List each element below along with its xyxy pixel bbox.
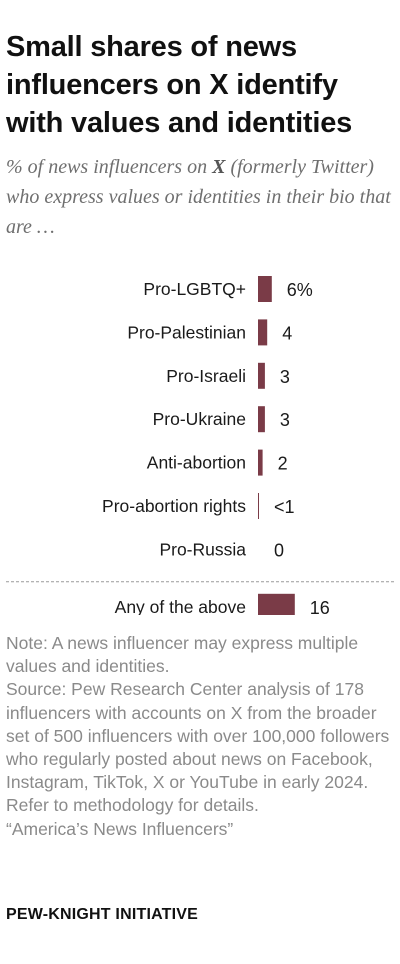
bar-pro-abortion-rights <box>258 493 259 519</box>
bar-pro-lgbtq <box>258 276 272 302</box>
report-title: “America’s News Influencers” <box>6 818 234 839</box>
value-label-pro-lgbtq: 6% <box>287 280 313 300</box>
bar-pro-palestinian <box>258 319 268 346</box>
value-label-pro-ukraine: 3 <box>280 410 290 430</box>
subtitle-text-start: % of news influencers on <box>6 156 213 178</box>
bar-any-of-the-above <box>258 593 295 615</box>
category-label-any-of-the-above: Any of the above <box>115 597 246 615</box>
value-label-pro-israeli: 3 <box>280 367 290 387</box>
category-label-pro-palestinian: Pro-Palestinian <box>127 322 246 342</box>
note-text: Note: A news influencer may express mult… <box>6 633 359 677</box>
chart-subtitle: % of news influencers on X (formerly Twi… <box>6 152 398 242</box>
chart-title: Small shares of news influencers on X id… <box>6 31 353 139</box>
category-label-pro-abortion-rights: Pro-abortion rights <box>102 496 246 516</box>
category-label-pro-israeli: Pro-Israeli <box>166 366 246 386</box>
category-label-pro-russia: Pro-Russia <box>159 539 246 559</box>
source-text: Source: Pew Research Center analysis of … <box>6 679 390 816</box>
bar-pro-israeli <box>258 362 265 389</box>
bar-pro-ukraine <box>258 406 265 433</box>
value-label-pro-palestinian: 4 <box>282 323 292 343</box>
chart-notes: Note: A news influencer may express mult… <box>6 632 396 841</box>
value-label-any-of-the-above: 16 <box>310 598 330 615</box>
category-label-anti-abortion: Anti-abortion <box>147 453 246 473</box>
value-label-pro-russia: 0 <box>274 540 284 560</box>
bar-anti-abortion <box>258 449 263 476</box>
bar-chart: Pro-LGBTQ+ 6% Pro-Palestinian 4 Pro-Israeli 3… <box>6 276 394 615</box>
value-label-anti-abortion: 2 <box>278 454 288 474</box>
category-label-pro-ukraine: Pro-Ukraine <box>153 409 246 429</box>
value-label-pro-abortion-rights: <1 <box>274 497 295 517</box>
subtitle-text-end: (formerly Twitter) who express values or… <box>6 156 391 238</box>
subtitle-platform: X <box>212 156 226 178</box>
category-label-pro-lgbtq: Pro-LGBTQ+ <box>143 279 246 299</box>
org-footer: PEW-KNIGHT INITIATIVE <box>6 906 199 923</box>
